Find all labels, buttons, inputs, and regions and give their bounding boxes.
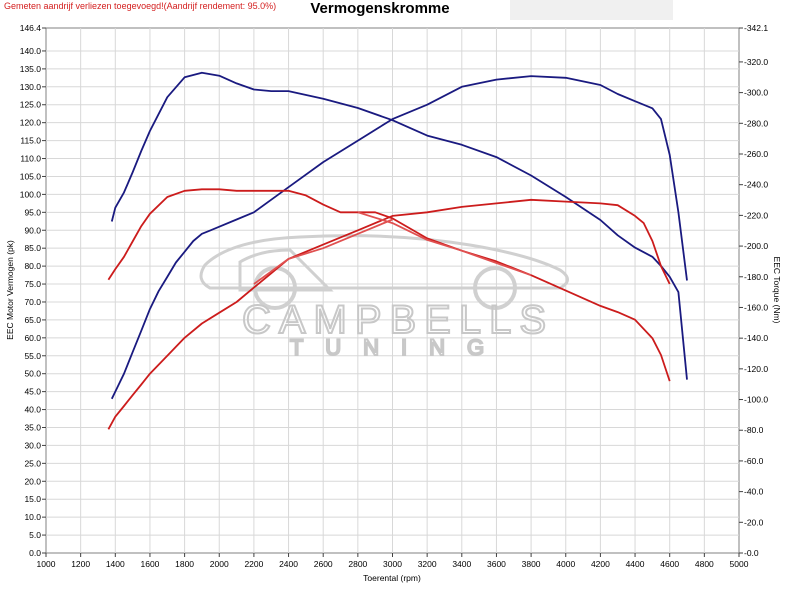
left-tick-label: 100.0 [20, 189, 42, 199]
right-tick-label: -20.0 [744, 517, 764, 527]
x-tick-label: 2600 [314, 559, 333, 569]
series-line-2 [110, 71, 688, 380]
series-line-6 [357, 211, 532, 277]
right-axis-ticks: -0.0 -20.0 -40.0 -60.0 -80.0 -100.0 -120.0 -140… [739, 23, 768, 558]
watermark-line1: CAMPBELLS [242, 298, 554, 342]
left-tick-label: 45.0 [24, 387, 41, 397]
x-axis-ticks: 1000 1200 1400 1600 1800 2000 2200 2400 2600 2800… [37, 553, 749, 569]
series-line-3 [107, 198, 671, 430]
left-tick-label: 146.4 [20, 23, 42, 33]
chart-title: Vermogenskromme [310, 0, 450, 17]
x-tick-label: 3400 [452, 559, 471, 569]
left-tick-label: 60.0 [24, 333, 41, 343]
left-axis-ticks: 0.0 5.0 10.0 15.0 20.0 25.0 30.0 35.0 40.0 45.0 50… [20, 23, 46, 558]
left-tick-label: 5.0 [29, 530, 41, 540]
series-line-1 [110, 75, 688, 400]
right-tick-label: -220.0 [744, 210, 768, 220]
right-tick-label: -240.0 [744, 180, 768, 190]
right-tick-label: -60.0 [744, 456, 764, 466]
x-tick-label: 1400 [106, 559, 125, 569]
left-tick-label: 70.0 [24, 297, 41, 307]
x-tick-label: 3200 [418, 559, 437, 569]
x-tick-label: 4600 [660, 559, 679, 569]
left-tick-label: 125.0 [20, 100, 42, 110]
x-tick-label: 4800 [695, 559, 714, 569]
x-tick-label: 2800 [348, 559, 367, 569]
series-line-4 [107, 188, 671, 382]
watermark-line2: TUNING [290, 335, 506, 360]
x-tick-label: 2200 [244, 559, 263, 569]
x-tick-label: 3800 [522, 559, 541, 569]
left-tick-label: 20.0 [24, 476, 41, 486]
x-tick-label: 4200 [591, 559, 610, 569]
x-tick-label: 2000 [210, 559, 229, 569]
right-axis-label: EEC Torque (Nm) [772, 257, 782, 324]
left-tick-label: 80.0 [24, 261, 41, 271]
x-tick-label: 1200 [71, 559, 90, 569]
x-tick-label: 1000 [37, 559, 56, 569]
left-tick-label: 75.0 [24, 279, 41, 289]
left-tick-label: 110.0 [20, 154, 41, 164]
left-tick-label: 15.0 [24, 494, 41, 504]
left-tick-label: 135.0 [20, 64, 42, 74]
x-axis-label: Toerental (rpm) [363, 573, 421, 583]
left-tick-label: 40.0 [24, 405, 41, 415]
right-tick-label: -342.1 [744, 23, 768, 33]
x-tick-label: 5000 [730, 559, 749, 569]
left-tick-label: 115.0 [20, 136, 41, 146]
right-tick-label: -260.0 [744, 149, 768, 159]
right-tick-label: -280.0 [744, 118, 768, 128]
left-tick-label: 95.0 [24, 207, 41, 217]
x-tick-label: 1600 [140, 559, 159, 569]
right-tick-label: -0.0 [744, 548, 759, 558]
right-tick-label: -40.0 [744, 487, 764, 497]
left-tick-label: 50.0 [24, 369, 41, 379]
header-panel [510, 0, 673, 20]
right-tick-label: -180.0 [744, 272, 768, 282]
grid-lines [46, 28, 739, 553]
left-tick-label: 65.0 [24, 315, 41, 325]
right-tick-label: -80.0 [744, 425, 764, 435]
right-tick-label: -300.0 [744, 88, 768, 98]
left-tick-label: 85.0 [24, 243, 41, 253]
right-tick-label: -120.0 [744, 364, 768, 374]
left-tick-label: 30.0 [24, 440, 41, 450]
right-tick-label: -100.0 [744, 395, 768, 405]
x-tick-label: 3600 [487, 559, 506, 569]
x-tick-label: 2400 [279, 559, 298, 569]
x-tick-label: 4000 [556, 559, 575, 569]
left-tick-label: 25.0 [24, 458, 41, 468]
left-tick-label: 0.0 [29, 548, 41, 558]
right-tick-label: -160.0 [744, 302, 768, 312]
right-tick-label: -200.0 [744, 241, 768, 251]
x-tick-label: 1800 [175, 559, 194, 569]
left-tick-label: 35.0 [24, 422, 41, 432]
right-tick-label: -320.0 [744, 57, 768, 67]
x-tick-label: 3000 [383, 559, 402, 569]
left-tick-label: 90.0 [24, 225, 41, 235]
left-tick-label: 140.0 [20, 46, 42, 56]
left-tick-label: 10.0 [24, 512, 41, 522]
series-line-5 [253, 218, 393, 285]
right-tick-label: -140.0 [744, 333, 768, 343]
left-tick-label: 120.0 [20, 118, 42, 128]
series-layer [107, 71, 688, 430]
left-tick-label: 55.0 [24, 351, 41, 361]
left-tick-label: 130.0 [20, 82, 42, 92]
x-tick-label: 4400 [626, 559, 645, 569]
left-tick-label: 105.0 [20, 171, 42, 181]
watermark-logo: CAMPBELLS TUNING [199, 234, 569, 361]
drivetrain-loss-notice: Gemeten aandrijf verliezen toegevoegd!(A… [4, 1, 277, 11]
left-axis-label: EEC Motor Vermogen (pk) [5, 240, 15, 340]
